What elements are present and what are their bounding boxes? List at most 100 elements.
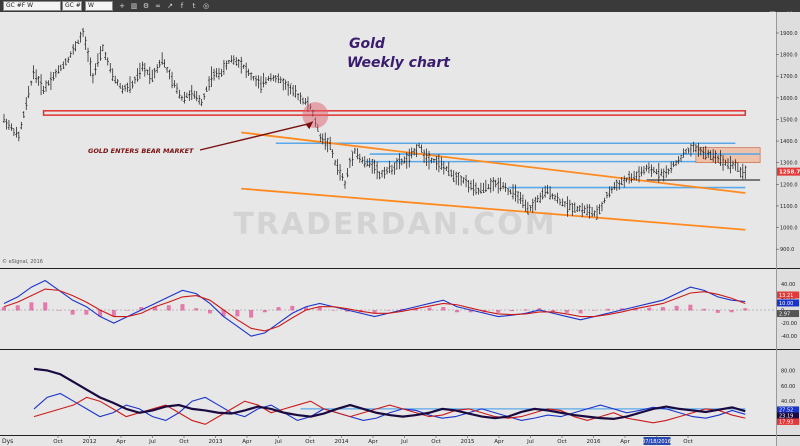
facebook-icon[interactable]: f [180, 2, 184, 10]
macd-panel [0, 270, 776, 348]
macd-histogram-bar [660, 307, 665, 311]
macd-layer [0, 279, 776, 337]
bear-market-circle [302, 102, 329, 129]
adx-line [33, 367, 746, 421]
macd-tick-label: -40.00 [781, 334, 797, 340]
price-axis [776, 12, 800, 446]
oscillator-layer [33, 367, 746, 425]
price-tick-label: 1500.0 [780, 117, 798, 123]
share-icon[interactable]: ↗ [167, 2, 173, 10]
time-tick-label: 2015 [461, 439, 475, 445]
macd-histogram-bar [729, 310, 734, 313]
chart-icon[interactable]: ▥ [130, 2, 138, 10]
macd-histogram-bar [15, 305, 20, 311]
macd-signal-line [3, 288, 746, 332]
time-tick-label: Apr [494, 439, 504, 445]
macd-histogram-bar [84, 310, 89, 315]
last-price-label: 1258.7 [779, 170, 800, 176]
macd-histogram-bar [304, 307, 309, 311]
time-tick-label: Oct [53, 439, 63, 445]
time-tick-label: Jul [148, 439, 156, 445]
macd-histogram-bar [345, 310, 350, 312]
macd-histogram-bar [702, 308, 707, 311]
macd-histogram-bar [647, 307, 652, 311]
symbol-field[interactable]: GC #F W [3, 1, 61, 11]
macd-histogram-bar [537, 308, 542, 311]
interval-input[interactable]: W [85, 1, 113, 11]
chart-area: TRADERDAN.COM Gold Weekly chart GOLD ENT… [0, 12, 800, 446]
price-tick-label: 1700.0 [780, 74, 798, 80]
macd-histogram-bar [290, 305, 295, 311]
macd-histogram-bar [111, 310, 116, 317]
macd-histogram-bar [249, 310, 254, 318]
time-tick-label: Jul [526, 439, 534, 445]
macd-histogram-bar [56, 310, 61, 311]
time-tick-label: 2014 [335, 439, 349, 445]
price-layer [2, 27, 761, 231]
macd-histogram-bar [276, 307, 281, 311]
time-tick-label: Jul [274, 439, 282, 445]
price-tick-label: 1000.0 [780, 226, 798, 232]
oscillator-value-label: 27.52 [779, 408, 793, 414]
time-tick-label: Oct [683, 439, 693, 445]
oscillator-value-badge [777, 406, 799, 413]
annotation-arrowhead [305, 121, 314, 130]
resistance-zone [42, 110, 747, 116]
chart-subtitle: Weekly chart [347, 55, 451, 71]
macd-histogram-bar [194, 308, 199, 311]
macd-histogram-bar [606, 308, 611, 311]
macd-histogram-bar [674, 305, 679, 311]
settings-icon[interactable]: ⚙ [142, 2, 150, 10]
time-tick-label: Oct [557, 439, 567, 445]
macd-histogram-bar [551, 310, 556, 312]
interval-corner-label: Dys [2, 438, 13, 445]
macd-histogram-bar [578, 310, 583, 314]
macd-histogram-bar [455, 310, 460, 313]
link-icon[interactable]: ∞ [155, 2, 161, 10]
time-tick-label: Oct [431, 439, 441, 445]
macd-histogram-bar [207, 310, 212, 314]
macd-histogram-bar [468, 310, 473, 313]
macd-histogram-bar [441, 307, 446, 311]
lower-channel-line [241, 187, 746, 231]
price-panel [0, 12, 776, 268]
plus-di-line [33, 392, 746, 422]
time-tick-label: Oct [179, 439, 189, 445]
price-tick-label: 1600.0 [780, 96, 798, 102]
macd-histogram-bar [166, 305, 171, 311]
macd-value-badge [777, 299, 799, 307]
macd-histogram-bar [509, 310, 514, 312]
bear-market-annotation: GOLD ENTERS BEAR MARKET [88, 147, 194, 155]
macd-histogram-bar [743, 308, 748, 311]
price-tick-label: 1900.0 [780, 31, 798, 37]
source-note: © eSignal, 2016 [2, 258, 43, 265]
oscillator-tick-label: 40.00 [781, 399, 795, 405]
macd-value-badge [777, 291, 799, 299]
time-tick-label: Oct [305, 439, 315, 445]
macd-histogram-bar [153, 307, 158, 311]
time-tick-label: 2012 [83, 439, 97, 445]
twitter-icon[interactable]: t [192, 2, 196, 10]
plus-icon[interactable]: + [119, 2, 125, 10]
macd-value-label: 10.00 [779, 301, 793, 307]
oscillator-tick-label: 60.00 [781, 384, 795, 390]
macd-histogram-bar [43, 302, 48, 311]
price-tick-label: 1800.0 [780, 53, 798, 59]
macd-histogram-bar [427, 307, 432, 311]
oscillator-value-label: 17.93 [779, 420, 793, 426]
macd-tick-label: 40.00 [781, 282, 795, 288]
macd-value-label: 2.97 [779, 312, 790, 318]
macd-histogram-bar [564, 310, 569, 313]
macd-histogram-bar [715, 310, 720, 313]
symbol-input[interactable]: GC #F [62, 1, 82, 11]
macd-histogram-bar [633, 308, 638, 311]
macd-histogram-bar [331, 310, 336, 311]
macd-histogram-bar [139, 307, 144, 311]
macd-value-label: 13.21 [779, 293, 793, 299]
axis-layer: 900.0 1000.0 1100.0 1200.0 1300.0 1400.0 1500.… [53, 31, 800, 445]
price-tick-label: 1300.0 [780, 161, 798, 167]
time-tick-label: 2016 [587, 439, 601, 445]
globe-icon[interactable]: ◎ [202, 2, 210, 10]
macd-tick-label: -20.00 [781, 321, 797, 327]
